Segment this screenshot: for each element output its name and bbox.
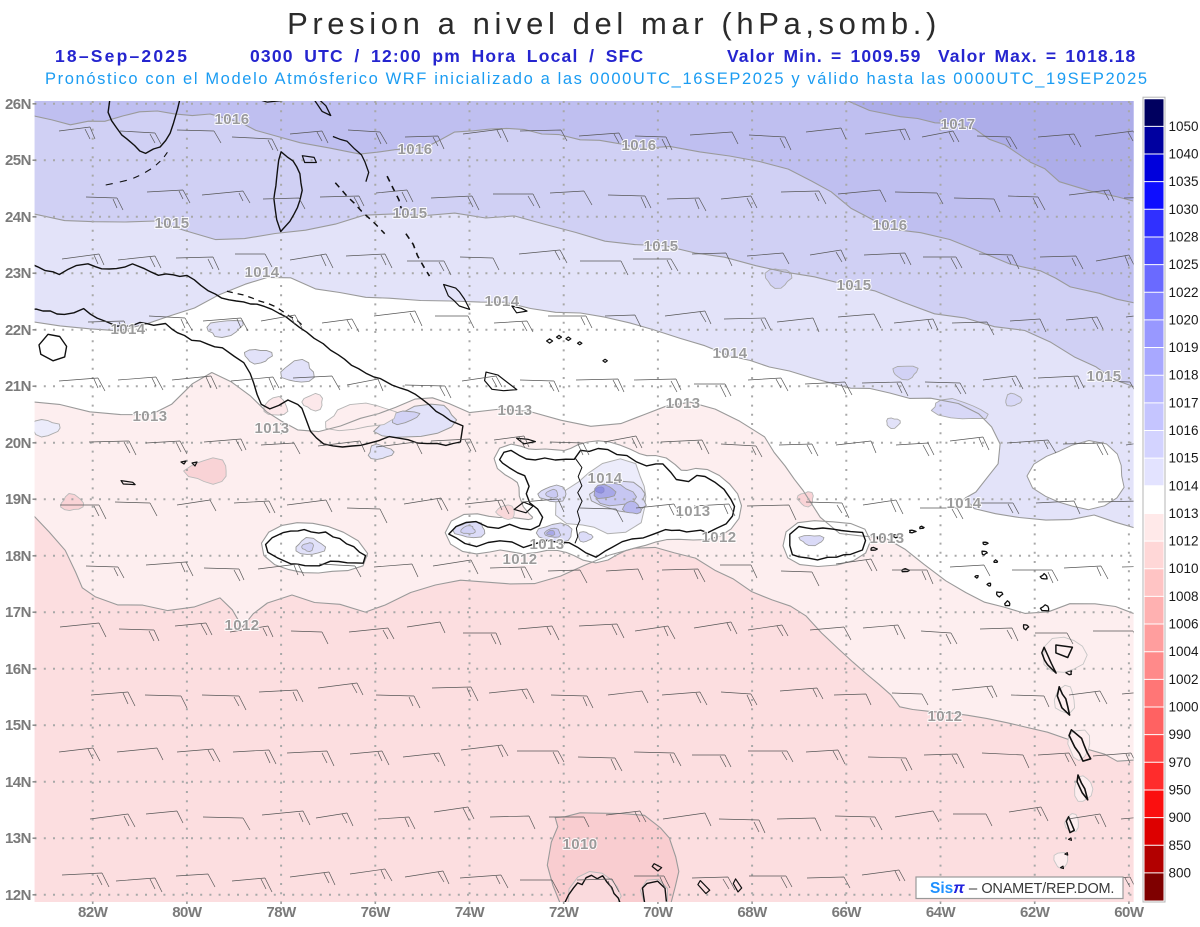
svg-text:1016: 1016 xyxy=(398,141,433,158)
svg-text:900: 900 xyxy=(1169,810,1192,825)
svg-text:78W: 78W xyxy=(266,904,297,921)
svg-text:1012: 1012 xyxy=(503,551,538,568)
svg-text:1025: 1025 xyxy=(1169,257,1199,272)
svg-text:22N: 22N xyxy=(5,322,31,339)
svg-text:1017: 1017 xyxy=(941,116,976,133)
svg-text:74W: 74W xyxy=(455,904,486,921)
svg-text:1012: 1012 xyxy=(702,529,737,546)
svg-text:1014: 1014 xyxy=(245,264,280,281)
svg-text:1028: 1028 xyxy=(1169,229,1199,244)
svg-text:1016: 1016 xyxy=(1169,423,1199,438)
svg-text:1019: 1019 xyxy=(1169,340,1199,355)
svg-text:Valor Max. = 1018.18: Valor Max. = 1018.18 xyxy=(938,46,1136,66)
svg-text:24N: 24N xyxy=(5,209,31,226)
svg-text:1022: 1022 xyxy=(1169,285,1199,300)
svg-text:12N: 12N xyxy=(5,887,31,904)
svg-text:16N: 16N xyxy=(5,661,31,678)
svg-text:Pronóstico con el Modelo Atmós: Pronóstico con el Modelo Atmósferico WRF… xyxy=(45,70,1149,88)
svg-text:1013: 1013 xyxy=(666,395,701,412)
svg-text:1016: 1016 xyxy=(215,111,250,128)
svg-text:1013: 1013 xyxy=(255,420,290,437)
svg-text:1008: 1008 xyxy=(1169,589,1199,604)
svg-text:1030: 1030 xyxy=(1169,202,1199,217)
svg-text:76W: 76W xyxy=(361,904,392,921)
svg-text:13N: 13N xyxy=(5,830,31,847)
svg-text:1013: 1013 xyxy=(870,530,905,547)
svg-text:Valor Min. = 1009.59: Valor Min. = 1009.59 xyxy=(727,46,921,66)
svg-text:1016: 1016 xyxy=(873,217,908,234)
svg-text:1050: 1050 xyxy=(1169,119,1199,134)
svg-text:68W: 68W xyxy=(737,904,768,921)
svg-text:18–Sep–2025: 18–Sep–2025 xyxy=(55,46,189,66)
svg-text:1035: 1035 xyxy=(1169,174,1199,189)
svg-text:20N: 20N xyxy=(5,435,31,452)
svg-text:1015: 1015 xyxy=(837,277,872,294)
svg-text:80W: 80W xyxy=(172,904,203,921)
svg-text:23N: 23N xyxy=(5,265,31,282)
svg-text:1014: 1014 xyxy=(111,321,146,338)
svg-text:0300 UTC / 12:00 pm Hora Local: 0300 UTC / 12:00 pm Hora Local / SFC xyxy=(250,46,644,66)
svg-text:850: 850 xyxy=(1169,838,1192,853)
svg-text:800: 800 xyxy=(1169,865,1192,880)
svg-text:1012: 1012 xyxy=(928,708,963,725)
svg-text:1014: 1014 xyxy=(713,345,748,362)
svg-text:62W: 62W xyxy=(1020,904,1051,921)
svg-text:25N: 25N xyxy=(5,152,31,169)
svg-text:Sisπ – ONAMET/REP.DOM.: Sisπ – ONAMET/REP.DOM. xyxy=(930,880,1114,897)
svg-text:19N: 19N xyxy=(5,491,31,508)
svg-text:1006: 1006 xyxy=(1169,617,1199,632)
svg-text:18N: 18N xyxy=(5,548,31,565)
svg-text:Presion a nivel del mar (hPa,s: Presion a nivel del mar (hPa,somb.) xyxy=(287,6,941,41)
svg-text:970: 970 xyxy=(1169,755,1192,770)
svg-text:1015: 1015 xyxy=(1087,368,1122,385)
svg-text:1017: 1017 xyxy=(1169,395,1199,410)
svg-text:1013: 1013 xyxy=(498,402,533,419)
svg-text:1015: 1015 xyxy=(155,215,190,232)
svg-text:72W: 72W xyxy=(549,904,580,921)
svg-text:1014: 1014 xyxy=(588,470,623,487)
svg-text:17N: 17N xyxy=(5,604,31,621)
svg-text:1018: 1018 xyxy=(1169,368,1199,383)
svg-text:1010: 1010 xyxy=(563,836,598,853)
svg-text:1014: 1014 xyxy=(947,495,982,512)
svg-text:1002: 1002 xyxy=(1169,672,1199,687)
svg-text:1015: 1015 xyxy=(644,238,679,255)
svg-text:21N: 21N xyxy=(5,378,31,395)
svg-text:60W: 60W xyxy=(1114,904,1145,921)
svg-text:1015: 1015 xyxy=(1169,451,1199,466)
svg-text:950: 950 xyxy=(1169,783,1192,798)
svg-text:1010: 1010 xyxy=(1169,561,1199,576)
svg-text:70W: 70W xyxy=(643,904,674,921)
svg-text:1020: 1020 xyxy=(1169,312,1199,327)
svg-text:15N: 15N xyxy=(5,717,31,734)
svg-text:1013: 1013 xyxy=(133,408,168,425)
svg-text:82W: 82W xyxy=(78,904,109,921)
svg-text:1013: 1013 xyxy=(1169,506,1199,521)
svg-text:1013: 1013 xyxy=(530,536,565,553)
svg-text:66W: 66W xyxy=(832,904,863,921)
svg-text:1014: 1014 xyxy=(1169,478,1200,493)
svg-text:1012: 1012 xyxy=(225,617,260,634)
svg-text:1013: 1013 xyxy=(676,503,711,520)
svg-text:1015: 1015 xyxy=(393,205,428,222)
svg-text:1012: 1012 xyxy=(1169,534,1199,549)
svg-text:1016: 1016 xyxy=(622,137,657,154)
svg-text:1014: 1014 xyxy=(485,293,520,310)
svg-text:990: 990 xyxy=(1169,727,1192,742)
svg-text:1004: 1004 xyxy=(1169,644,1200,659)
svg-text:14N: 14N xyxy=(5,774,31,791)
svg-text:64W: 64W xyxy=(926,904,957,921)
svg-text:1000: 1000 xyxy=(1169,700,1199,715)
svg-text:26N: 26N xyxy=(5,96,31,113)
svg-text:1040: 1040 xyxy=(1169,147,1199,162)
